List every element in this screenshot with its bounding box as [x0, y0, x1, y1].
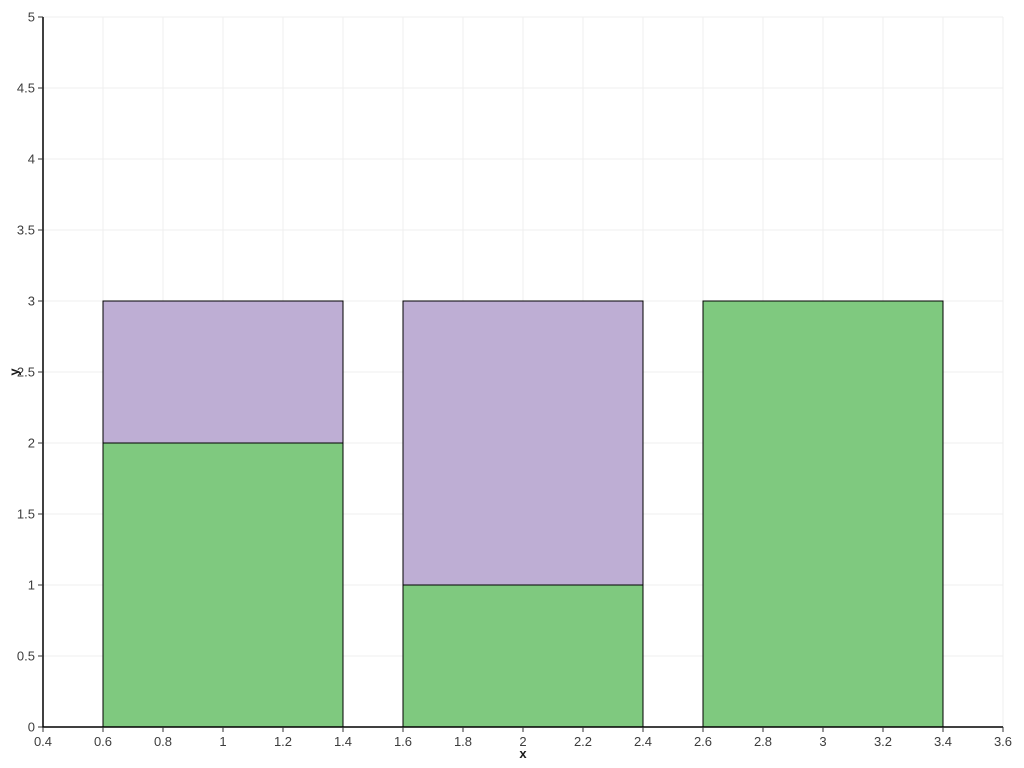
bar-segment-green	[402, 584, 644, 728]
bar-segment-purple	[402, 300, 644, 586]
y-tick-label: 3.5	[17, 223, 35, 238]
x-tick-label: 3.2	[874, 734, 892, 749]
x-axis-title: x	[519, 746, 527, 761]
y-tick-label: 4.5	[17, 81, 35, 96]
y-tick-label: 0.5	[17, 649, 35, 664]
x-tick-label: 1.8	[454, 734, 472, 749]
y-tick-label: 4	[28, 152, 35, 167]
x-tick-label: 2.8	[754, 734, 772, 749]
x-tick-label: 0.4	[34, 734, 52, 749]
x-tick-label: 2.4	[634, 734, 652, 749]
bar-segment-green	[702, 300, 944, 728]
x-tick-label: 2	[519, 734, 526, 749]
bar-segment-green	[102, 442, 344, 728]
y-axis-title: y	[6, 368, 22, 376]
y-tick-label: 1	[28, 578, 35, 593]
x-tick-label: 3.6	[994, 734, 1012, 749]
x-tick-label: 0.6	[94, 734, 112, 749]
x-tick-label: 2.6	[694, 734, 712, 749]
y-tick-label: 2.5	[17, 365, 35, 380]
x-tick-label: 1.2	[274, 734, 292, 749]
x-tick-label: 0.8	[154, 734, 172, 749]
y-tick-label: 3	[28, 294, 35, 309]
x-tick-label: 3	[819, 734, 826, 749]
y-tick-label: 5	[28, 10, 35, 25]
y-tick-label: 1.5	[17, 507, 35, 522]
x-tick-label: 2.2	[574, 734, 592, 749]
bar-segment-purple	[102, 300, 344, 444]
x-tick-label: 1.4	[334, 734, 352, 749]
x-tick-label: 3.4	[934, 734, 952, 749]
x-tick-label: 1	[219, 734, 226, 749]
y-tick-label: 0	[28, 720, 35, 735]
y-tick-label: 2	[28, 436, 35, 451]
x-tick-label: 1.6	[394, 734, 412, 749]
